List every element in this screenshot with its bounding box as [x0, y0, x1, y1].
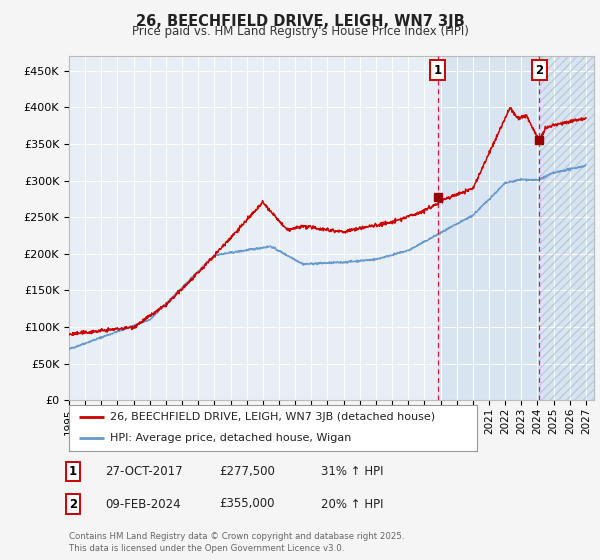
Text: 1: 1 [434, 64, 442, 77]
Text: 09-FEB-2024: 09-FEB-2024 [105, 497, 181, 511]
Text: 26, BEECHFIELD DRIVE, LEIGH, WN7 3JB (detached house): 26, BEECHFIELD DRIVE, LEIGH, WN7 3JB (de… [110, 412, 435, 422]
Text: 27-OCT-2017: 27-OCT-2017 [105, 465, 182, 478]
Text: 31% ↑ HPI: 31% ↑ HPI [321, 465, 383, 478]
Text: £277,500: £277,500 [219, 465, 275, 478]
Text: Price paid vs. HM Land Registry's House Price Index (HPI): Price paid vs. HM Land Registry's House … [131, 25, 469, 38]
Bar [539, 56, 594, 400]
Text: £355,000: £355,000 [219, 497, 275, 511]
Text: Contains HM Land Registry data © Crown copyright and database right 2025.
This d: Contains HM Land Registry data © Crown c… [69, 533, 404, 553]
Text: HPI: Average price, detached house, Wigan: HPI: Average price, detached house, Wiga… [110, 433, 351, 444]
Text: 1: 1 [69, 465, 77, 478]
Bar [539, 56, 594, 400]
Text: 20% ↑ HPI: 20% ↑ HPI [321, 497, 383, 511]
Text: 2: 2 [69, 497, 77, 511]
Text: 2: 2 [535, 64, 544, 77]
Bar [437, 56, 594, 400]
Text: 26, BEECHFIELD DRIVE, LEIGH, WN7 3JB: 26, BEECHFIELD DRIVE, LEIGH, WN7 3JB [136, 14, 464, 29]
